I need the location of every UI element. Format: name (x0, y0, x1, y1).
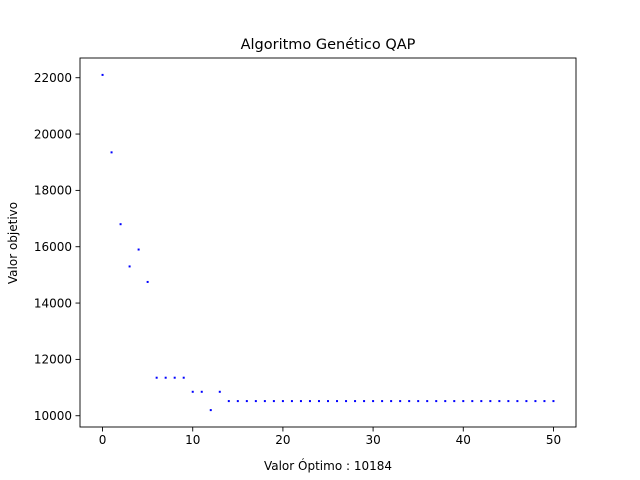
y-axis-label: Valor objetivo (6, 202, 20, 284)
x-tick-label: 10 (185, 433, 200, 447)
data-point (317, 400, 320, 403)
data-point (516, 400, 519, 403)
data-point (552, 400, 555, 403)
y-tick-label: 22000 (34, 71, 72, 85)
data-point (408, 400, 411, 403)
plot-area (79, 57, 577, 428)
chart-title: Algoritmo Genético QAP (241, 37, 416, 53)
data-point (381, 400, 384, 403)
data-point (263, 400, 266, 403)
data-point (462, 400, 465, 403)
y-tick-label: 12000 (34, 353, 72, 367)
data-point (272, 400, 275, 403)
x-tick-label: 30 (365, 433, 380, 447)
y-tick-label: 16000 (34, 240, 72, 254)
data-point (290, 400, 293, 403)
axis-ticks: 0 10 20 30 40 50 10000 12000 14000 16000 18000 2000… (34, 71, 561, 447)
x-tick-label: 40 (456, 433, 471, 447)
y-tick-label: 14000 (34, 296, 72, 310)
data-point (218, 390, 221, 393)
data-point (426, 400, 429, 403)
data-point (471, 400, 474, 403)
x-tick-label: 0 (99, 433, 107, 447)
data-point (543, 400, 546, 403)
x-axis-label: Valor Óptimo : 10184 (264, 458, 392, 473)
data-point (435, 400, 438, 403)
axes-frame (79, 57, 577, 428)
data-point (354, 400, 357, 403)
data-point (399, 400, 402, 403)
data-point (164, 376, 167, 379)
data-point (336, 400, 339, 403)
data-point (489, 400, 492, 403)
data-point (227, 400, 230, 403)
data-point (137, 248, 140, 251)
x-tick-label: 20 (275, 433, 290, 447)
data-point (299, 400, 302, 403)
data-point (200, 390, 203, 393)
data-point (444, 400, 447, 403)
data-point (182, 376, 185, 379)
data-point (110, 151, 113, 154)
data-point (525, 400, 528, 403)
data-point (534, 400, 537, 403)
data-point (191, 390, 194, 393)
data-point (155, 376, 158, 379)
data-point (372, 400, 375, 403)
data-point (209, 409, 212, 412)
y-tick-label: 10000 (34, 409, 72, 423)
data-point (390, 400, 393, 403)
data-point (417, 400, 420, 403)
x-tick-label: 50 (546, 433, 561, 447)
data-point (507, 400, 510, 403)
data-point (498, 400, 501, 403)
data-point (363, 400, 366, 403)
y-tick-label: 20000 (34, 127, 72, 141)
data-point (119, 223, 122, 226)
data-point (254, 400, 257, 403)
data-point (281, 400, 284, 403)
data-point (345, 400, 348, 403)
data-point (327, 400, 329, 403)
data-point (308, 400, 311, 403)
y-tick-label: 18000 (34, 184, 72, 198)
data-point (480, 400, 483, 403)
data-point (245, 400, 248, 403)
data-point (173, 376, 176, 379)
data-point (453, 400, 456, 403)
data-point (236, 400, 239, 403)
data-point (101, 73, 104, 76)
data-point (128, 265, 131, 268)
data-point (146, 280, 149, 283)
